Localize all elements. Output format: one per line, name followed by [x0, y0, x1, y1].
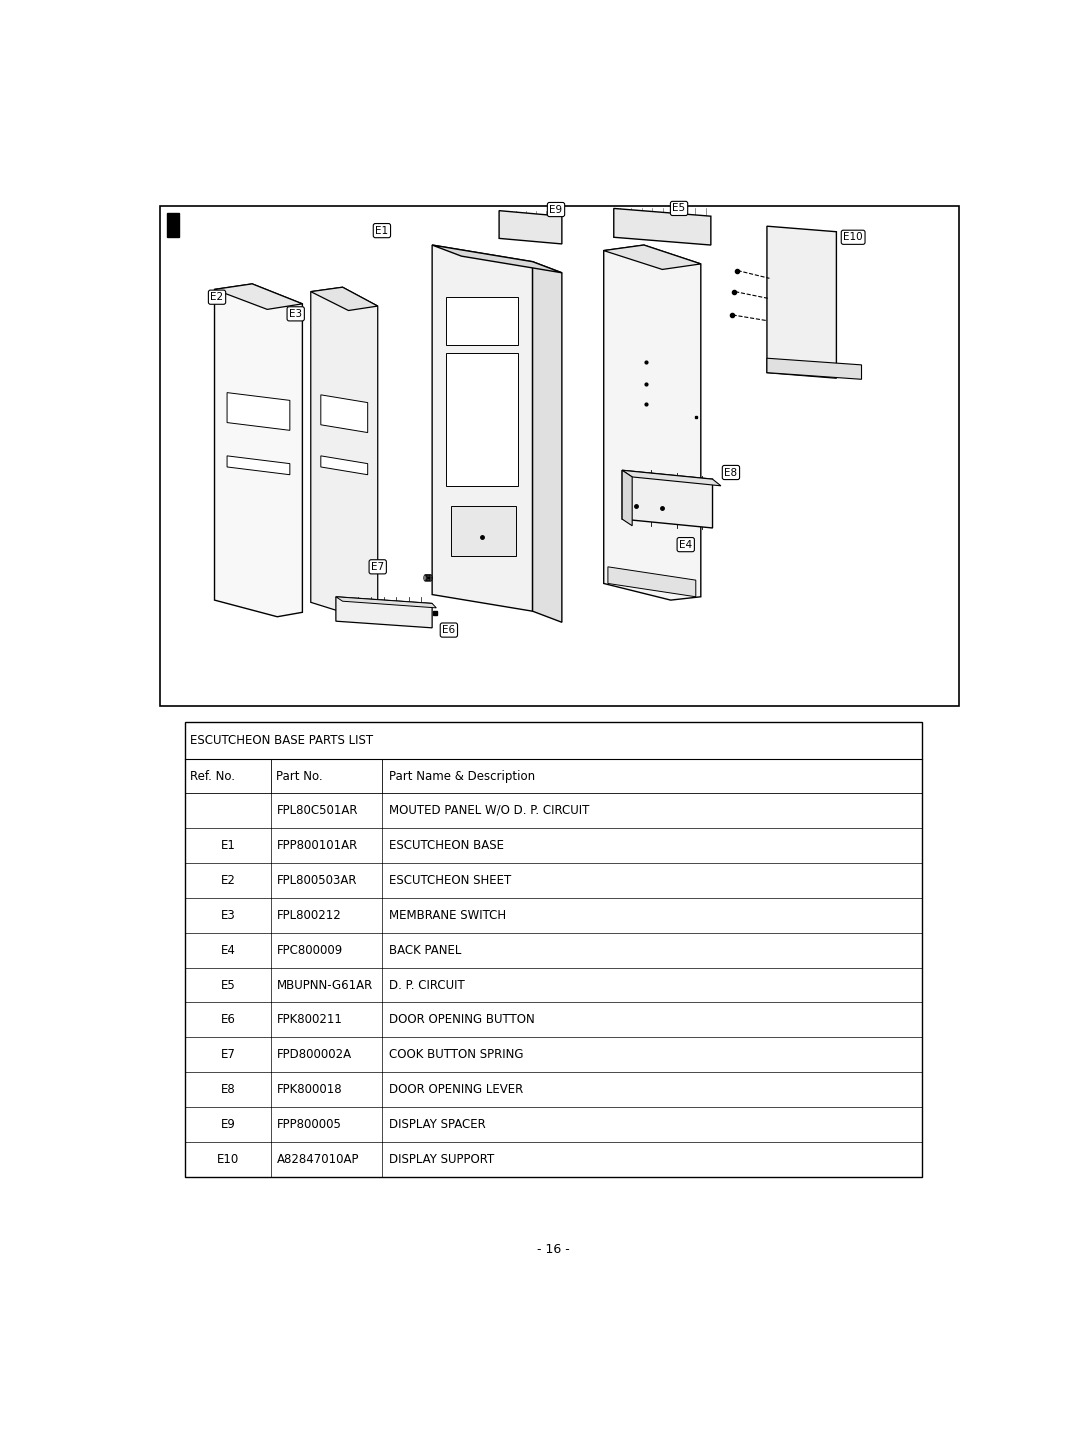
Text: Ref. No.: Ref. No.	[190, 769, 235, 782]
Text: DOOR OPENING LEVER: DOOR OPENING LEVER	[389, 1084, 523, 1097]
Text: E6: E6	[221, 1013, 235, 1026]
Text: FPL800503AR: FPL800503AR	[276, 873, 357, 886]
Polygon shape	[321, 395, 367, 432]
Text: FPL800212: FPL800212	[276, 909, 341, 922]
Text: FPD800002A: FPD800002A	[276, 1049, 352, 1062]
Polygon shape	[767, 359, 862, 379]
Text: FPP800005: FPP800005	[276, 1118, 341, 1131]
Polygon shape	[604, 245, 701, 269]
Text: ESCUTCHEON SHEET: ESCUTCHEON SHEET	[389, 873, 511, 886]
Polygon shape	[604, 245, 701, 599]
Polygon shape	[622, 470, 713, 527]
Polygon shape	[767, 226, 836, 378]
Polygon shape	[336, 597, 432, 628]
Text: E3: E3	[221, 909, 235, 922]
Polygon shape	[311, 287, 378, 617]
Text: E4: E4	[679, 539, 692, 549]
Polygon shape	[622, 470, 721, 486]
Polygon shape	[432, 245, 562, 272]
Text: BACK PANEL: BACK PANEL	[389, 944, 461, 957]
Text: FPP800101AR: FPP800101AR	[276, 839, 357, 852]
Polygon shape	[451, 506, 516, 556]
Text: COOK BUTTON SPRING: COOK BUTTON SPRING	[389, 1049, 523, 1062]
Text: FPC800009: FPC800009	[276, 944, 342, 957]
Text: MBUPNN-G61AR: MBUPNN-G61AR	[276, 978, 373, 991]
Polygon shape	[622, 470, 632, 526]
Text: Part Name & Description: Part Name & Description	[389, 769, 535, 782]
Text: E4: E4	[221, 944, 235, 957]
Polygon shape	[227, 392, 289, 431]
Text: E3: E3	[289, 308, 302, 318]
Text: E9: E9	[221, 1118, 235, 1131]
Text: E10: E10	[217, 1153, 240, 1166]
Text: D. P. CIRCUIT: D. P. CIRCUIT	[389, 978, 464, 991]
Text: E7: E7	[372, 562, 384, 572]
Text: E1: E1	[376, 226, 389, 236]
Text: - 16 -: - 16 -	[537, 1242, 570, 1255]
Bar	[166, 213, 179, 238]
Text: FPL80C501AR: FPL80C501AR	[276, 804, 357, 817]
Polygon shape	[311, 287, 378, 310]
Polygon shape	[336, 597, 436, 608]
Polygon shape	[215, 284, 302, 310]
Text: E2: E2	[211, 293, 224, 303]
Text: A82847010AP: A82847010AP	[276, 1153, 359, 1166]
Text: ESCUTCHEON BASE: ESCUTCHEON BASE	[389, 839, 503, 852]
Polygon shape	[432, 245, 532, 611]
Text: E8: E8	[725, 467, 738, 477]
Text: DISPLAY SUPPORT: DISPLAY SUPPORT	[389, 1153, 494, 1166]
Text: ESCUTCHEON BASE PARTS LIST: ESCUTCHEON BASE PARTS LIST	[190, 735, 374, 748]
Text: Part No.: Part No.	[276, 769, 323, 782]
Text: FPK800211: FPK800211	[276, 1013, 342, 1026]
Polygon shape	[608, 566, 696, 597]
Text: MOUTED PANEL W/O D. P. CIRCUIT: MOUTED PANEL W/O D. P. CIRCUIT	[389, 804, 589, 817]
Polygon shape	[446, 353, 518, 486]
Polygon shape	[215, 284, 302, 617]
Text: DOOR OPENING BUTTON: DOOR OPENING BUTTON	[389, 1013, 535, 1026]
Text: E2: E2	[221, 873, 235, 886]
Text: E1: E1	[221, 839, 235, 852]
Text: E6: E6	[443, 625, 456, 635]
Text: E7: E7	[221, 1049, 235, 1062]
Polygon shape	[613, 209, 711, 245]
Text: FPK800018: FPK800018	[276, 1084, 342, 1097]
FancyBboxPatch shape	[186, 722, 922, 1177]
FancyBboxPatch shape	[160, 206, 959, 706]
Text: E5: E5	[221, 978, 235, 991]
Text: E10: E10	[843, 232, 863, 242]
Text: E8: E8	[221, 1084, 235, 1097]
Polygon shape	[227, 455, 289, 474]
Text: DISPLAY SPACER: DISPLAY SPACER	[389, 1118, 485, 1131]
Text: MEMBRANE SWITCH: MEMBRANE SWITCH	[389, 909, 505, 922]
Text: E5: E5	[673, 203, 686, 213]
Polygon shape	[446, 297, 518, 344]
Text: E9: E9	[550, 205, 563, 215]
Polygon shape	[499, 210, 562, 244]
Polygon shape	[321, 455, 367, 474]
Polygon shape	[532, 262, 562, 623]
